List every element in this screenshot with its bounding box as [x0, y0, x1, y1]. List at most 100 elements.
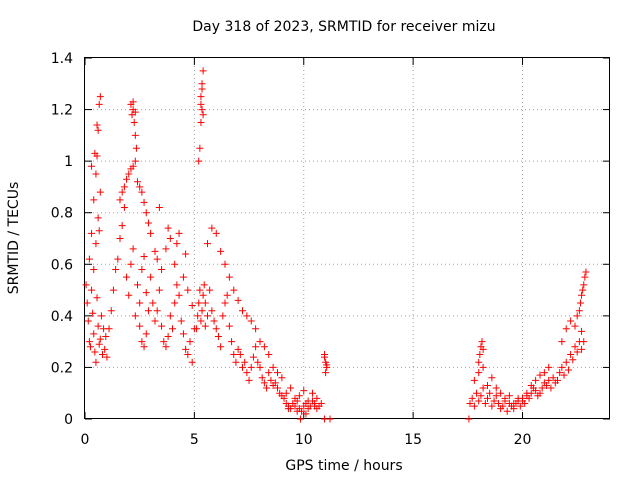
data-point — [475, 358, 483, 366]
data-point — [199, 111, 207, 119]
data-point — [309, 389, 316, 397]
data-point — [136, 183, 144, 191]
y-tick-label: 1.2 — [51, 103, 73, 119]
data-point — [197, 100, 205, 108]
data-point — [564, 366, 572, 374]
data-point — [153, 255, 161, 263]
data-point — [558, 363, 566, 371]
data-point — [532, 376, 540, 384]
data-point — [247, 363, 255, 371]
data-point — [162, 245, 170, 253]
data-point — [188, 358, 196, 366]
data-point — [136, 299, 144, 307]
data-point — [532, 387, 540, 395]
data-point — [199, 67, 207, 75]
data-point — [123, 273, 131, 281]
data-point — [304, 397, 312, 405]
data-point — [300, 387, 308, 395]
data-point — [186, 338, 194, 346]
data-point — [118, 222, 126, 230]
data-point — [95, 100, 103, 108]
data-points — [82, 67, 590, 423]
data-point — [196, 144, 204, 152]
data-point — [260, 343, 268, 351]
data-point — [136, 322, 144, 330]
data-point — [158, 265, 166, 273]
data-point — [228, 338, 236, 346]
data-point — [265, 369, 273, 377]
data-point — [144, 219, 152, 227]
data-point — [82, 281, 90, 289]
data-point — [125, 291, 133, 299]
data-point — [322, 369, 330, 377]
data-point — [291, 394, 299, 402]
data-point — [201, 322, 209, 330]
data-point — [86, 343, 94, 351]
data-point — [171, 299, 179, 307]
x-tick-label: 5 — [190, 432, 199, 448]
data-point — [249, 353, 257, 361]
data-point — [198, 106, 206, 114]
data-point — [221, 299, 229, 307]
data-point — [230, 351, 238, 359]
data-point — [179, 330, 187, 338]
data-point — [243, 369, 251, 377]
data-point — [271, 379, 279, 387]
data-point — [140, 343, 148, 351]
data-point — [195, 299, 203, 307]
data-point — [260, 379, 268, 387]
data-point — [296, 415, 304, 423]
data-point — [177, 317, 185, 325]
data-point — [196, 286, 204, 294]
data-point — [93, 121, 101, 129]
data-point — [210, 317, 218, 325]
data-point — [188, 302, 196, 310]
data-point — [184, 286, 192, 294]
data-point — [225, 273, 233, 281]
data-point — [84, 317, 92, 325]
data-point — [96, 93, 104, 101]
plot-frame — [84, 57, 610, 419]
data-point — [182, 345, 190, 353]
data-point — [269, 363, 277, 371]
data-point — [109, 286, 117, 294]
data-point — [90, 330, 98, 338]
data-point — [107, 307, 115, 315]
data-point — [90, 196, 98, 204]
data-point — [514, 397, 522, 405]
data-point — [234, 345, 242, 353]
data-point — [492, 392, 500, 400]
x-tick-label: 20 — [514, 432, 532, 448]
data-point — [478, 338, 486, 346]
data-point — [523, 389, 531, 397]
data-point — [131, 157, 139, 165]
data-point — [490, 397, 498, 405]
data-point — [232, 358, 240, 366]
data-point — [252, 343, 260, 351]
data-point — [579, 286, 587, 294]
data-point — [142, 289, 150, 297]
chart-title: Day 318 of 2023, SRMTID for receiver miz… — [192, 19, 495, 35]
data-point — [540, 369, 548, 377]
data-point — [147, 229, 155, 237]
data-point — [204, 312, 211, 320]
data-point — [123, 175, 131, 183]
data-point — [473, 389, 481, 397]
data-point — [166, 235, 174, 242]
data-point — [89, 309, 97, 317]
data-point — [120, 204, 128, 212]
data-point — [468, 394, 476, 402]
data-point — [575, 307, 583, 315]
data-point — [236, 351, 244, 359]
data-point — [243, 312, 251, 320]
data-point — [479, 384, 487, 392]
data-point — [581, 273, 589, 281]
data-point — [560, 371, 568, 379]
data-point — [130, 118, 138, 126]
data-point — [105, 325, 113, 333]
data-point — [114, 255, 122, 263]
data-point — [173, 240, 181, 248]
data-point — [295, 392, 303, 400]
data-point — [197, 93, 205, 101]
data-point — [92, 170, 100, 178]
